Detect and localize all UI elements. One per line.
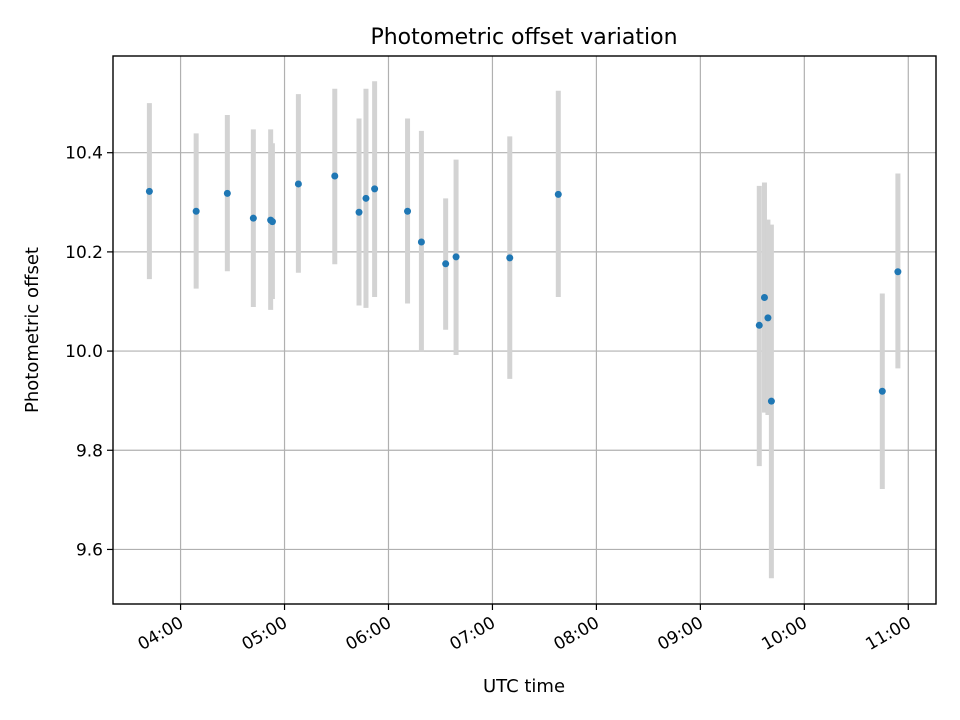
y-tick-label: 10.2: [65, 243, 103, 263]
data-point: [506, 254, 514, 262]
grid-layer: [113, 56, 936, 604]
data-point: [404, 207, 412, 215]
data-point: [767, 397, 775, 405]
data-point: [268, 218, 276, 226]
x-axis-label: UTC time: [483, 676, 565, 697]
data-point: [249, 214, 257, 222]
x-tick-label: 10:00: [758, 613, 810, 655]
data-point: [192, 207, 200, 215]
x-tick-label: 06:00: [343, 613, 395, 655]
x-tick-label: 04:00: [135, 613, 187, 655]
x-tick-label: 07:00: [447, 613, 499, 655]
errorbar-layer: [146, 81, 901, 579]
data-point: [554, 190, 562, 198]
data-point: [331, 172, 339, 180]
data-point: [417, 238, 425, 246]
x-tick-label: 08:00: [550, 613, 602, 655]
chart-title: Photometric offset variation: [370, 25, 677, 50]
data-point: [452, 253, 460, 261]
y-tick-label: 9.6: [76, 540, 103, 560]
data-point: [355, 208, 363, 216]
plot-frame: [112, 55, 937, 605]
x-tick-label: 11:00: [862, 613, 914, 655]
y-axis-ticks: 9.6 9.8 10.0 10.2 10.4: [65, 144, 113, 560]
y-tick-label: 9.8: [76, 441, 103, 461]
data-point: [145, 187, 153, 195]
data-point: [894, 268, 902, 276]
data-point: [878, 387, 886, 395]
y-tick-label: 10.0: [65, 342, 103, 362]
data-point: [755, 321, 763, 329]
x-tick-label: 05:00: [239, 613, 291, 655]
data-point: [760, 294, 768, 302]
data-point: [764, 314, 772, 322]
data-point: [294, 180, 302, 188]
data-point: [371, 185, 379, 193]
x-axis-ticks: 04:00 05:00 06:00 07:00 08:00 09:00 10:00 11:00: [135, 604, 915, 655]
point-layer: [145, 172, 902, 405]
data-point: [362, 194, 370, 202]
y-axis-label: Photometric offset: [22, 247, 43, 413]
data-point: [223, 189, 231, 197]
data-point: [442, 260, 450, 268]
y-tick-label: 10.4: [65, 144, 103, 164]
x-tick-label: 09:00: [654, 613, 706, 655]
